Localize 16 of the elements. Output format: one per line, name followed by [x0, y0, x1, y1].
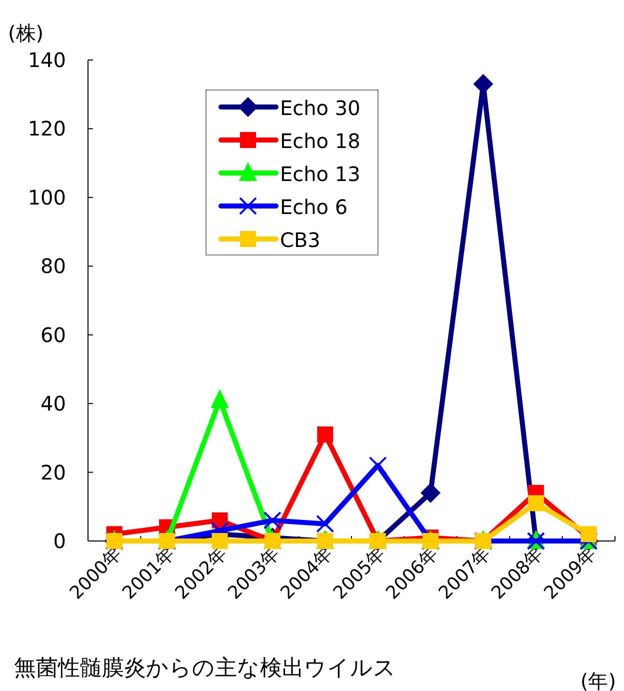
- x-axis-title: (年): [580, 669, 616, 691]
- legend-label: Echo 6: [280, 195, 348, 219]
- y-tick-label: 80: [40, 254, 66, 278]
- y-tick-label: 140: [28, 48, 66, 72]
- legend-label: Echo 30: [280, 96, 360, 120]
- legend-label: Echo 13: [280, 162, 360, 186]
- y-tick-label: 0: [53, 529, 66, 553]
- legend-label: CB3: [280, 228, 320, 252]
- y-tick-label: 100: [28, 185, 66, 210]
- y-tick-label: 20: [40, 460, 66, 484]
- y-tick-label: 40: [40, 392, 66, 416]
- text: 無菌性髄膜炎からの主な検出ウイルス: [14, 656, 396, 681]
- y-tick-label: 60: [40, 322, 66, 347]
- legend-label: Echo 18: [280, 129, 360, 153]
- y-axis-title: (株): [8, 21, 44, 45]
- y-tick-label: 120: [28, 116, 66, 141]
